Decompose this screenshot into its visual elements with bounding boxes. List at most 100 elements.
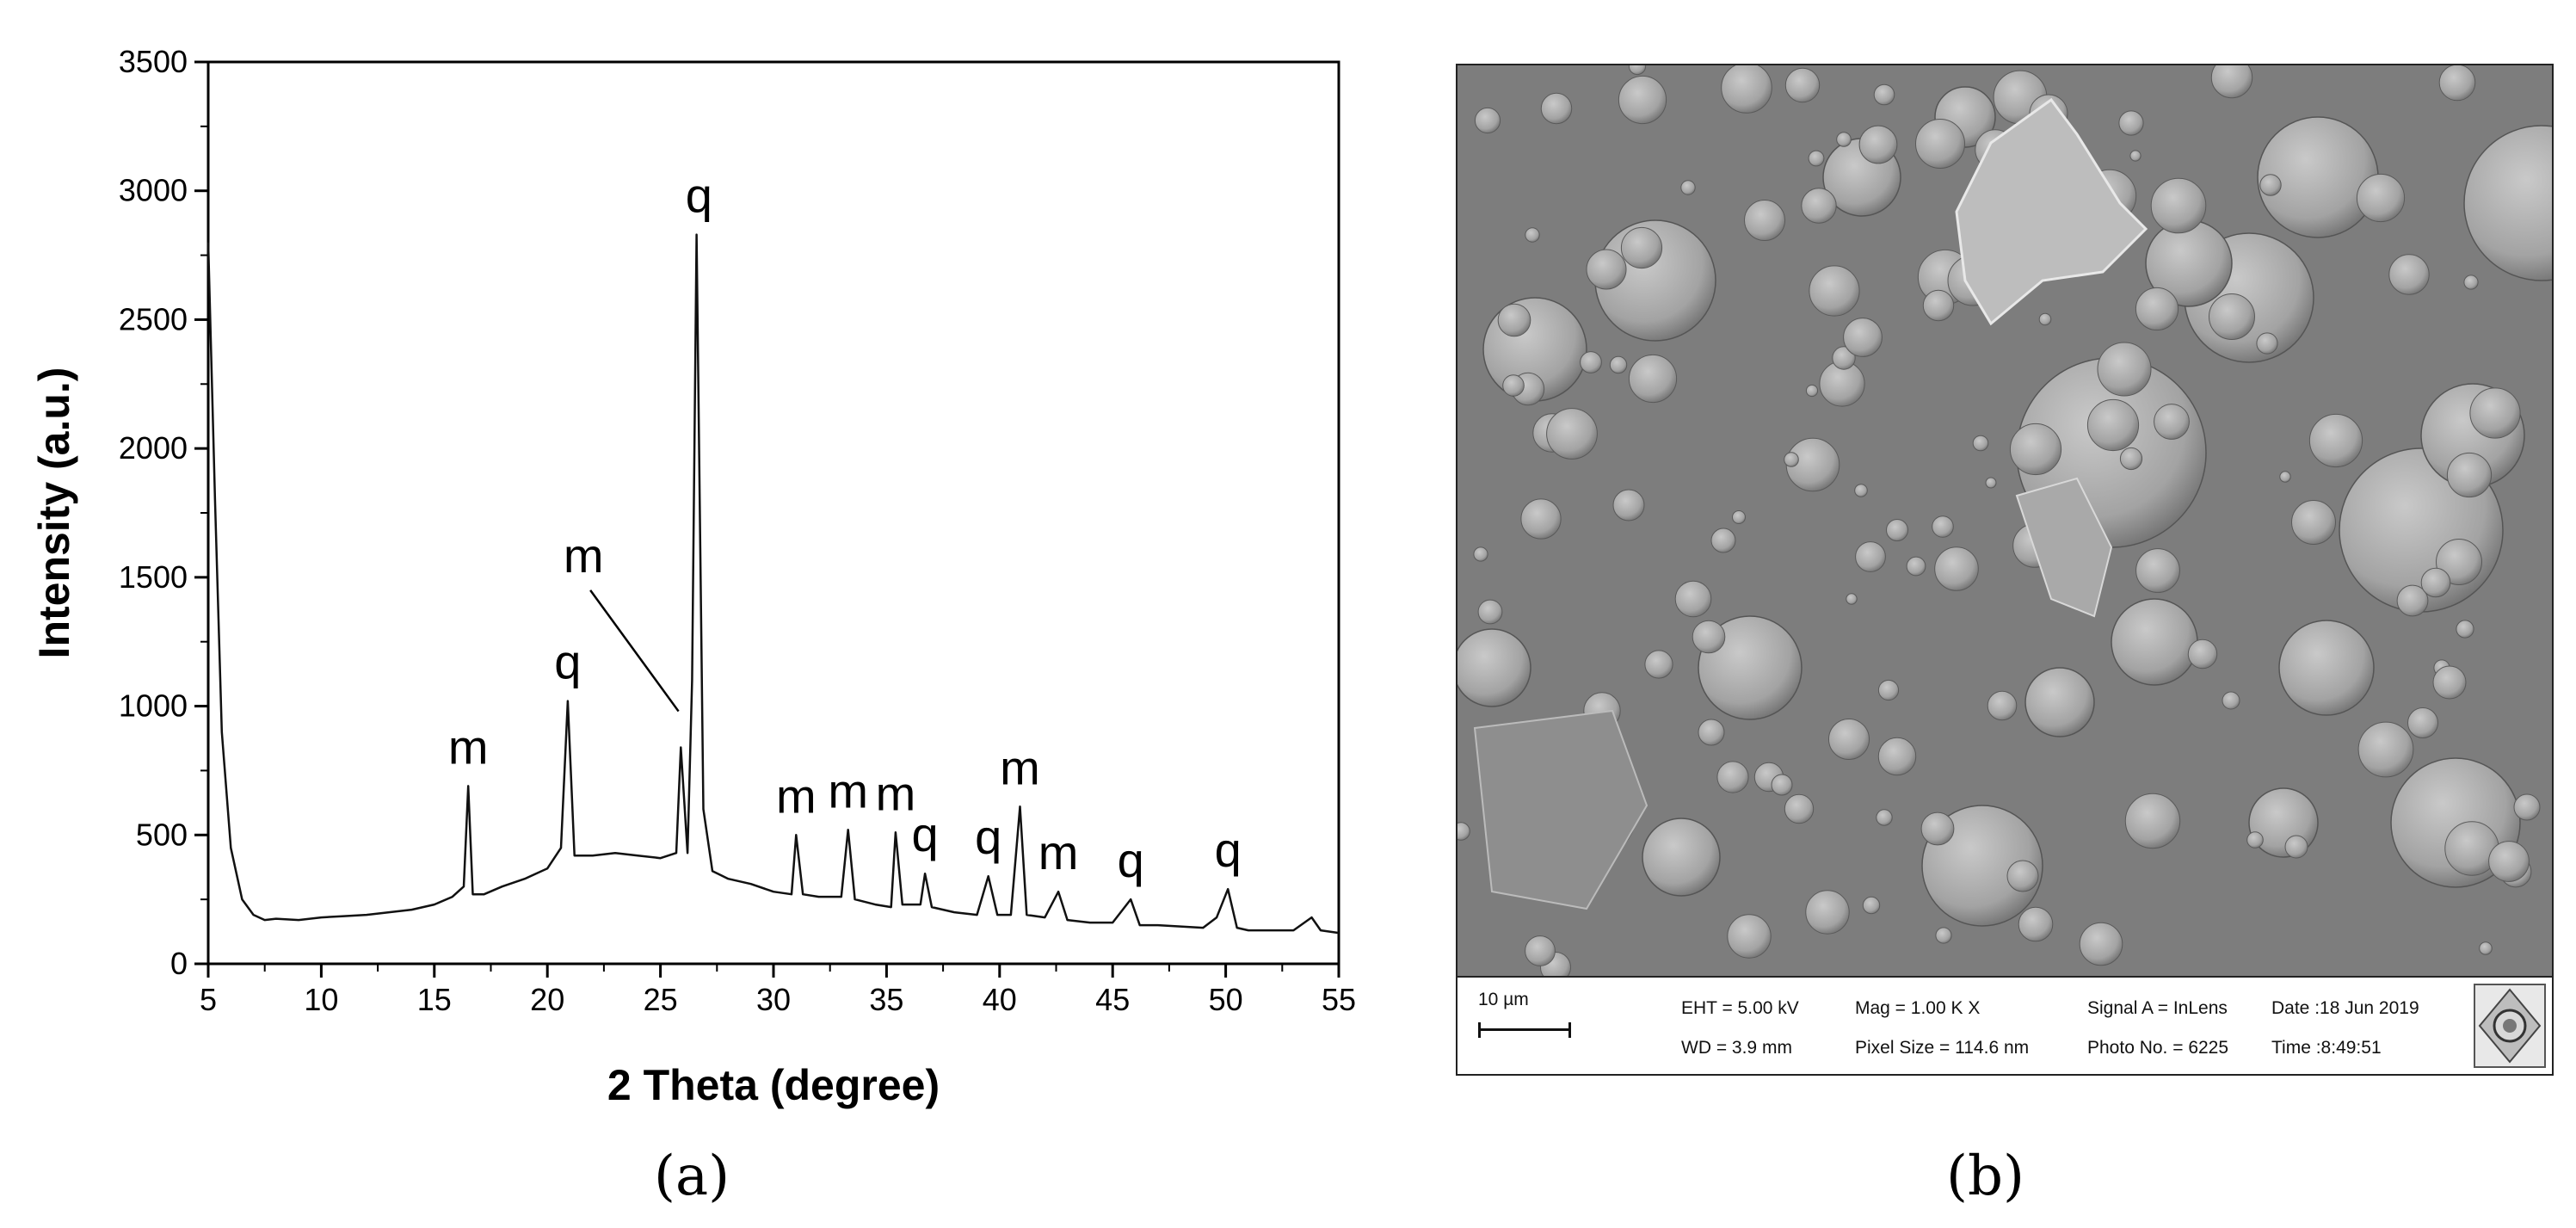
particle-sphere [1586,249,1627,290]
particle-sphere [1525,227,1540,243]
particle-sphere [1932,515,1954,538]
peak-label-m: m [776,768,817,823]
particle-sphere [2038,312,2052,326]
x-tick-label: 55 [1322,982,1356,1017]
x-tick-label: 5 [200,982,217,1017]
particle-sphere [1727,914,1772,959]
particle-sphere [1644,650,1673,679]
particle-sphere [1854,484,1868,497]
irregular-fragment [1473,709,1649,910]
sem-info-bar: 10 µm EHT = 5.00 kV WD = 3.9 mm Mag = 1.… [1457,976,2552,1074]
particle-sphere [1473,546,1488,562]
particle-sphere [2129,150,2142,162]
pixel-size-value: Pixel Size = 114.6 nm [1855,1038,2030,1058]
particle-sphere [1674,580,1712,618]
sem-micrograph-panel: 10 µm EHT = 5.00 kV WD = 3.9 mm Mag = 1.… [1456,64,2554,1076]
particle-sphere [2513,793,2541,821]
particle-sphere [1935,927,1952,944]
xrd-pattern-line [206,233,1340,935]
particle-sphere [2488,841,2530,882]
particle-sphere [2356,173,2406,223]
particle-sphere [1877,679,1900,701]
y-tick-label: 2000 [119,430,188,466]
particle-sphere [1477,599,1503,625]
particle-sphere [1520,498,1562,540]
x-tick-label: 25 [644,982,678,1017]
particle-sphere [2463,275,2479,290]
particle-sphere [1836,132,1852,147]
particle-sphere [2024,667,2095,737]
xrd-chart: 5 10 15 20 25 30 35 40 45 50 55 0 500 1000 1500 2000 250… [30,44,1356,1109]
particle-sphere [2284,835,2308,859]
x-tick-label: 30 [756,982,791,1017]
particle-sphere [2256,332,2278,355]
particle-sphere [1628,65,1647,76]
particle-sphere [1710,528,1736,553]
peak-label-m: m [1038,825,1079,879]
particle-sphere [1877,737,1917,776]
peak-label-m: m [1000,740,1040,794]
signal-value: Signal A = InLens [2087,998,2228,1018]
particle-sphere [1846,593,1858,605]
particle-sphere [1832,346,1856,370]
particle-sphere [1457,822,1470,841]
particle-sphere [2291,500,2336,545]
particle-sphere [1546,408,1598,460]
y-tick-label: 2500 [119,301,188,336]
particle-sphere [1855,541,1886,572]
particle-sphere [1497,303,1531,337]
particle-sphere [2135,548,2180,593]
y-tick-label: 3000 [119,173,188,208]
particle-sphere [1862,896,1881,915]
particle-sphere [2432,665,2467,700]
particle-sphere [1985,477,1997,489]
peak-label-m: m [876,766,916,820]
particle-sphere [2279,471,2291,483]
particle-sphere [2119,447,2143,471]
particle-sphere [1716,761,1749,793]
particle-sphere [2396,584,2429,617]
x-tick-label: 40 [983,982,1017,1017]
particle-sphere [1609,355,1628,374]
x-tick-label: 20 [530,982,564,1017]
particle-sphere [1721,65,1772,114]
particle-sphere [2463,125,2552,281]
particle-sphere [1732,510,1746,524]
mag-value: Mag = 1.00 K X [1855,998,1981,1018]
particle-sphere [2086,398,2140,452]
y-axis-label: Intensity (a.u.) [30,367,78,659]
annotation-leader-line [589,589,680,713]
particle-sphere [2446,452,2493,498]
particle-sphere [2479,941,2493,955]
particle-sphere [1915,119,1965,169]
irregular-fragment [1955,97,2148,326]
wd-value: WD = 3.9 mm [1681,1038,1792,1058]
particle-sphere [2222,691,2240,710]
peak-label-q: q [911,807,938,861]
x-tick-label: 50 [1209,982,1243,1017]
particle-sphere [1612,489,1645,521]
particle-sphere [2308,413,2363,468]
particle-sphere [1828,719,1870,760]
time-value: Time :8:49:51 [2271,1038,2382,1058]
particle-sphere [2278,620,2375,716]
particle-sphere [2246,831,2264,848]
particle-sphere [1540,92,1573,125]
particle-sphere [1886,519,1908,541]
particle-sphere [1502,374,1525,397]
particle-sphere [1680,180,1696,195]
particle-sphere [1457,628,1531,707]
particle-sphere [2259,174,2282,196]
x-axis-label: 2 Theta (degree) [607,1061,940,1109]
particle-sphere [1805,384,1819,398]
y-tick-label: 0 [170,946,188,981]
plot-frame [206,60,1340,966]
peak-label-m: m [448,719,489,774]
eht-value: EHT = 5.00 kV [1681,998,1799,1018]
institution-logo-icon [2474,984,2546,1068]
particle-sphere [2210,65,2253,99]
peak-label-m: m [828,763,868,818]
particle-sphere [1618,75,1667,125]
particle-sphere [2111,598,2198,686]
peak-label-q: q [1118,833,1144,887]
